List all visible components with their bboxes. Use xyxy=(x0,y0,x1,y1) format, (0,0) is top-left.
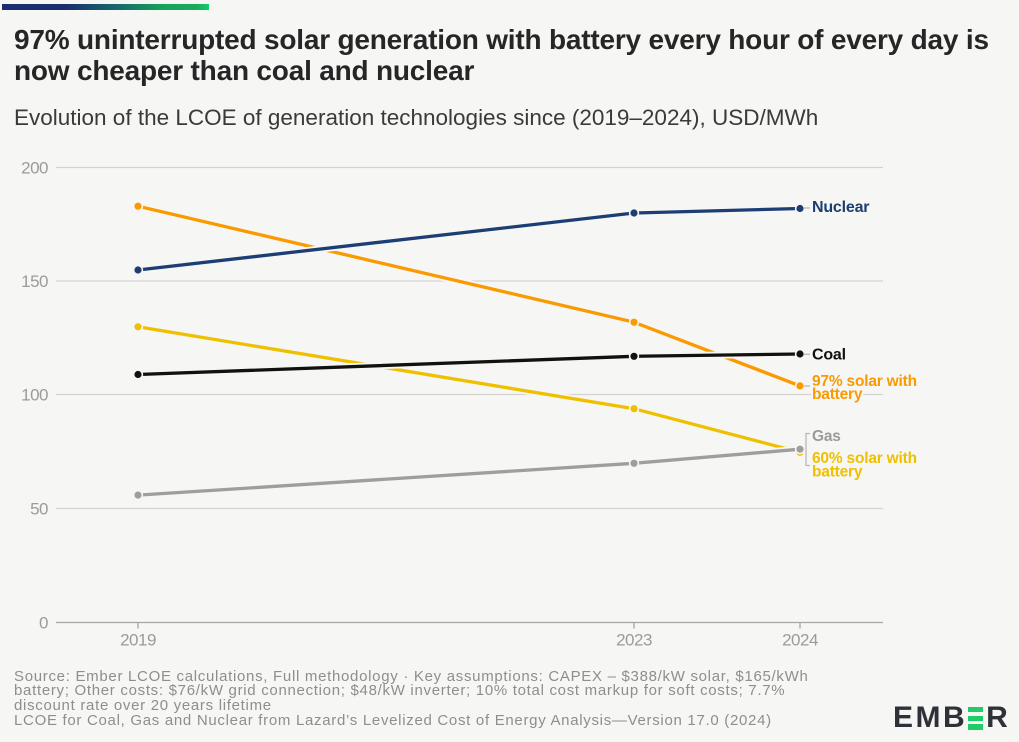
svg-text:2019: 2019 xyxy=(120,631,156,650)
svg-text:Nuclear: Nuclear xyxy=(812,199,869,216)
svg-text:Coal: Coal xyxy=(812,347,846,364)
svg-text:battery: battery xyxy=(812,464,863,481)
svg-text:battery: battery xyxy=(812,386,863,403)
svg-text:97% solar with: 97% solar with xyxy=(812,373,917,390)
svg-text:2024: 2024 xyxy=(782,631,818,650)
svg-text:200: 200 xyxy=(21,159,48,178)
svg-text:150: 150 xyxy=(21,272,48,291)
svg-text:50: 50 xyxy=(30,500,48,519)
svg-text:Gas: Gas xyxy=(812,428,841,445)
svg-text:60% solar with: 60% solar with xyxy=(812,450,917,467)
svg-text:100: 100 xyxy=(21,386,48,405)
svg-text:2023: 2023 xyxy=(616,631,652,650)
svg-text:0: 0 xyxy=(39,614,48,633)
